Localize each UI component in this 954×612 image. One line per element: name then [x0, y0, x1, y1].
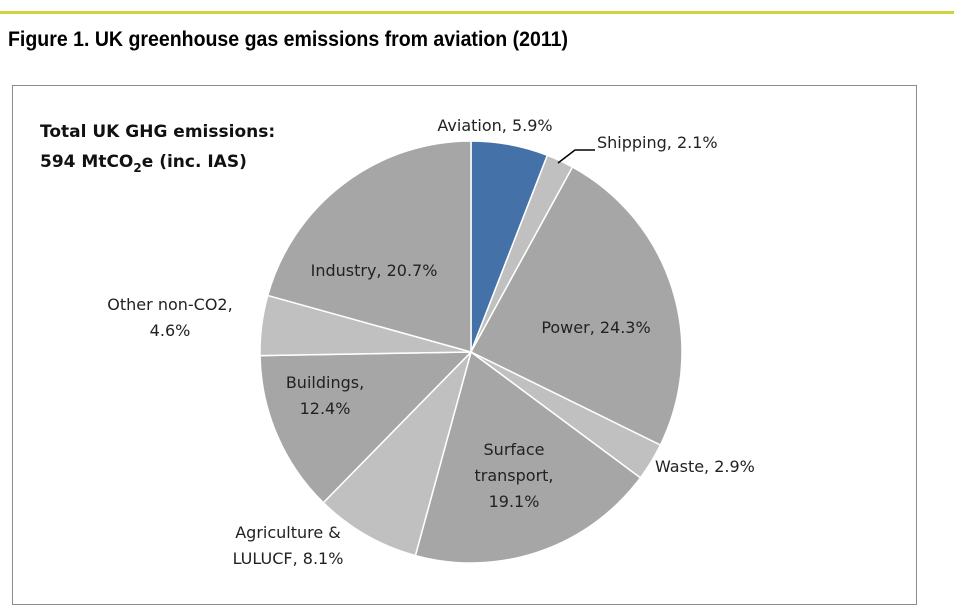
pie-slice-2 [469, 166, 683, 447]
slice-label-7: Other non-CO2, 4.6% [107, 295, 232, 340]
slice-label-3: Waste, 2.9% [655, 457, 755, 476]
slice-label-8: Industry, 20.7% [311, 261, 438, 280]
pie-slice-6 [259, 351, 473, 504]
slice-label-0: Aviation, 5.9% [437, 116, 552, 135]
slice-label-1: Shipping, 2.1% [597, 133, 718, 152]
slice-label-6: Buildings, 12.4% [286, 373, 364, 418]
header-rule [0, 11, 954, 14]
slice-label-4: Surface transport, 19.1% [474, 440, 553, 511]
total-note-line2: 594 MtCO2e (inc. IAS) [40, 152, 247, 175]
shipping-leader-line [557, 149, 595, 164]
total-note-line1: Total UK GHG emissions: [40, 122, 275, 142]
pie-slice-5 [322, 349, 473, 557]
figure-title: Figure 1. UK greenhouse gas emissions fr… [8, 28, 569, 51]
chart-frame [12, 85, 917, 605]
slice-label-5: Agriculture & LULUCF, 8.1% [233, 523, 344, 568]
pie-slice-4 [414, 350, 642, 564]
slice-label-2: Power, 24.3% [541, 318, 650, 337]
pie-slice-8 [266, 140, 472, 353]
